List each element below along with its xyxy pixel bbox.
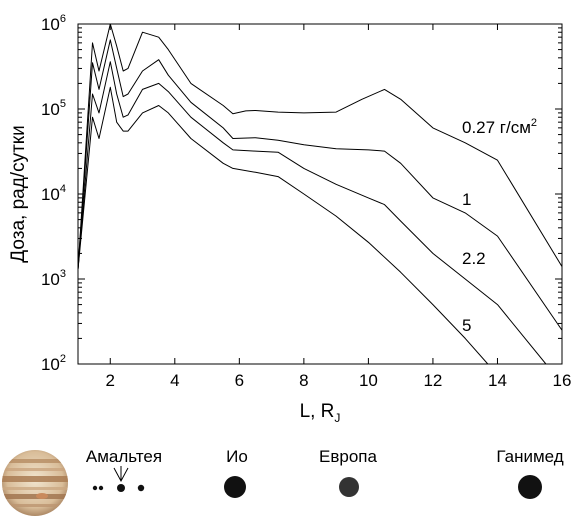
series-lines: [78, 24, 562, 364]
y-axis-label: Доза, рад/сутки: [8, 125, 29, 262]
series-line-1: [78, 39, 562, 331]
y-axis: 102 103 104 105 106: [41, 13, 562, 374]
x-tick-label: 8: [299, 371, 308, 390]
moon-label-io: Ио: [226, 447, 248, 466]
amalthea-group-icon: [92, 484, 145, 492]
x-tick-label: 12: [423, 371, 442, 390]
x-tick-label: 14: [488, 371, 507, 390]
series-label-0: 0.27 г/см2: [462, 117, 537, 137]
y-tick-label: 103: [41, 268, 66, 289]
x-tick-label: 10: [359, 371, 378, 390]
series-line-2: [78, 61, 547, 364]
europa-icon: [339, 477, 359, 497]
io-icon: [224, 476, 246, 498]
y-tick-label: 104: [41, 183, 66, 204]
x-tick-label: 16: [553, 371, 572, 390]
x-axis-label: L, RJ: [300, 401, 341, 425]
series-label-3: 5: [462, 316, 471, 335]
plot-frame: [77, 23, 563, 365]
y-tick-label: 106: [41, 13, 66, 34]
series-label-1: 1: [462, 190, 471, 209]
series-label-2: 2.2: [462, 249, 486, 268]
x-tick-label: 2: [106, 371, 115, 390]
moon-label-ganymede: Ганимед: [496, 447, 563, 466]
y-tick-label: 105: [41, 98, 66, 119]
amalthea-pointer-icon: [113, 466, 129, 483]
y-tick-label: 102: [41, 353, 66, 374]
moon-label-amalthea: Амальтея: [86, 447, 162, 466]
moon-label-europa: Европа: [319, 447, 377, 466]
x-tick-label: 6: [235, 371, 244, 390]
jupiter-icon: [2, 450, 68, 516]
series-line-0: [78, 24, 562, 270]
x-tick-label: 4: [170, 371, 179, 390]
ganymede-icon: [518, 475, 542, 499]
x-axis: 2 4 6 8 10 12 14 16: [106, 24, 572, 390]
series-line-3: [78, 86, 489, 364]
